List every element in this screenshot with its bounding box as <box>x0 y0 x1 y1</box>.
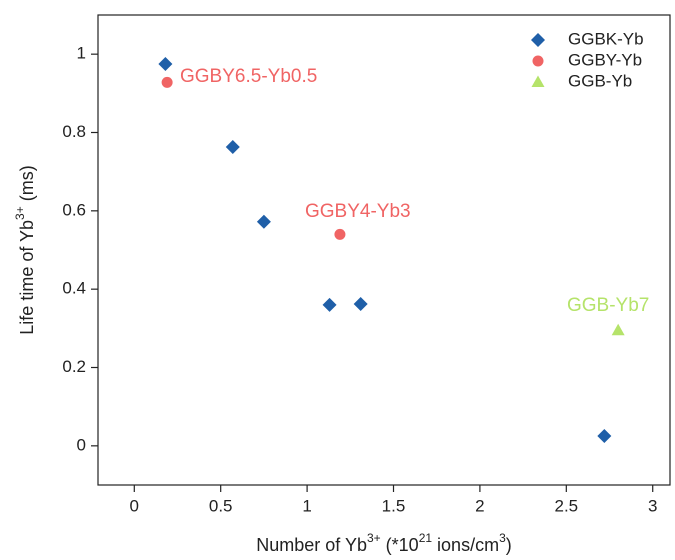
legend-label: GGBK-Yb <box>568 29 644 48</box>
y-tick-label: 1 <box>77 44 86 63</box>
superscript: 3+ <box>367 531 381 545</box>
x-tick-label: 1 <box>302 496 311 515</box>
point <box>225 139 240 154</box>
x-axis-label: Number of Yb3+ (*1021 ions/cm3) <box>256 531 512 555</box>
point <box>322 297 337 312</box>
point <box>353 297 368 312</box>
x-tick-label: 2.5 <box>554 496 578 515</box>
annotation: GGBY4-Yb3 <box>305 201 411 222</box>
y-tick-label: 0.6 <box>62 200 86 219</box>
x-tick-label: 3 <box>648 496 657 515</box>
x-tick-label: 0 <box>130 496 139 515</box>
label-part: Life time of Yb <box>17 220 37 335</box>
plot-frame <box>97 14 671 486</box>
legend-marker <box>531 75 545 87</box>
y-tick-label: 0.4 <box>62 279 86 298</box>
y-tick-label: 0.2 <box>62 357 86 376</box>
x-tick-label: 1.5 <box>382 496 406 515</box>
legend-label: GGBY-Yb <box>568 50 642 69</box>
point <box>158 56 173 71</box>
annotation: GGBY6.5-Yb0.5 <box>180 66 317 87</box>
label-part: (ms) <box>17 165 37 206</box>
superscript: 3+ <box>13 206 27 220</box>
y-tick-label: 0 <box>77 435 86 454</box>
legend-label: GGB-Yb <box>568 71 632 90</box>
label-part: ) <box>506 535 512 555</box>
point <box>597 429 612 444</box>
point <box>611 323 625 336</box>
superscript: 21 <box>419 531 433 545</box>
point <box>256 214 271 229</box>
annotation: GGB-Yb7 <box>567 295 649 316</box>
point <box>161 76 173 88</box>
legend-marker <box>531 33 545 47</box>
x-tick-label: 0.5 <box>209 496 233 515</box>
x-tick-label: 2 <box>475 496 484 515</box>
superscript: 3 <box>499 531 506 545</box>
label-part: Number of Yb <box>256 535 367 555</box>
legend-marker <box>532 55 544 67</box>
y-axis-label: Life time of Yb3+ (ms) <box>13 165 37 334</box>
label-part: (*10 <box>381 535 419 555</box>
y-tick-label: 0.8 <box>62 122 86 141</box>
point <box>334 228 346 240</box>
label-part: ions/cm <box>432 535 499 555</box>
